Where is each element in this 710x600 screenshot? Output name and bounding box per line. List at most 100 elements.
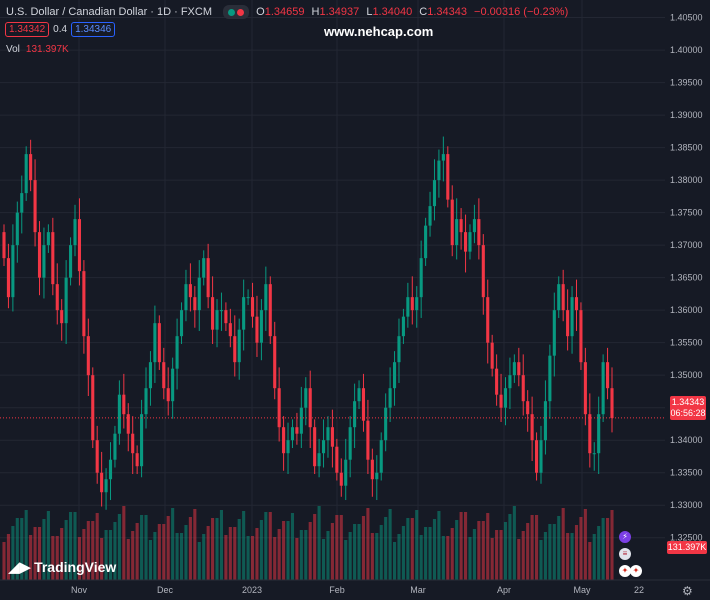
candle-body — [361, 388, 366, 421]
candle-body — [406, 297, 410, 317]
candle-body — [455, 219, 459, 246]
candle-body — [610, 388, 614, 419]
volume-bar — [166, 516, 170, 580]
candle-body — [574, 297, 579, 311]
candle-body — [273, 336, 277, 389]
volume-bar — [441, 536, 445, 580]
candle-body — [233, 336, 237, 363]
volume-bar — [202, 534, 206, 580]
volume-bar — [100, 538, 104, 580]
y-tick-label: 1.32500 — [670, 533, 703, 543]
candle-body — [166, 388, 170, 402]
volume-bar — [162, 524, 166, 580]
volume-bar — [370, 533, 374, 580]
bid-button[interactable]: 1.34342 — [5, 22, 50, 37]
lightning-icon[interactable]: ⚡ — [619, 531, 631, 543]
volume-bar — [344, 540, 348, 580]
volume-tag: 131.397K — [667, 541, 707, 554]
candle-body — [339, 472, 343, 486]
y-tick-label: 1.39500 — [670, 78, 703, 88]
volume-bar — [583, 509, 587, 580]
candle-body — [162, 362, 166, 389]
volume-bar — [37, 527, 42, 580]
y-tick-label: 1.35000 — [670, 370, 703, 380]
volume-bar — [144, 515, 148, 580]
x-tick-label: May — [573, 585, 591, 595]
tradingview-logo[interactable]: ◢▶ TradingView — [8, 558, 116, 576]
volume-bar — [197, 542, 201, 580]
volume-bar — [233, 527, 237, 580]
volume-bar — [379, 525, 383, 580]
volume-bar — [273, 537, 277, 580]
volume-bar — [206, 526, 210, 580]
settings-gear-icon[interactable]: ⚙ — [682, 584, 693, 598]
ohlc-high-value: 1.34937 — [319, 5, 360, 18]
y-tick-label: 1.37500 — [670, 208, 703, 218]
candle-body — [535, 440, 539, 473]
volume-bar — [171, 508, 175, 580]
volume-bar — [77, 537, 81, 580]
candle-body — [392, 362, 397, 389]
volume-bar — [574, 525, 579, 580]
volume-bar — [557, 516, 561, 580]
volume-bar — [419, 535, 423, 580]
ca-flag-icon[interactable]: ✦ — [619, 565, 631, 577]
candle-body — [543, 401, 547, 441]
candle-body — [104, 479, 108, 493]
candle-body — [428, 206, 432, 226]
spread-value: 0.4 — [53, 24, 68, 35]
volume-bar — [521, 531, 525, 580]
candle-body — [353, 401, 357, 428]
candle-body — [588, 414, 592, 454]
symbol-title[interactable]: U.S. Dollar / Canadian Dollar · 1D · FXC… — [6, 5, 213, 18]
volume-bar — [286, 521, 290, 580]
volume-bar — [55, 536, 59, 580]
volume-bar — [73, 512, 77, 580]
candle-body — [286, 440, 290, 454]
volume-bar — [95, 513, 99, 580]
candle-body — [259, 310, 263, 343]
market-status-icon[interactable] — [223, 5, 250, 19]
candle-body — [597, 414, 601, 454]
candle-body — [432, 180, 437, 207]
volume-bar — [601, 518, 605, 580]
ca-flag-icon[interactable]: ✦ — [630, 565, 642, 577]
candle-body — [490, 342, 494, 369]
candle-body — [91, 375, 95, 441]
volume-bar — [512, 506, 516, 580]
volume-bar — [69, 512, 73, 580]
candle-body — [304, 388, 308, 408]
volume-bar — [122, 506, 126, 580]
candle-body — [157, 323, 161, 363]
volume-bar — [406, 518, 410, 580]
price-axis: 1.40500 1.40000 1.39500 1.39000 1.38500 1.380… — [670, 13, 703, 543]
chart-header: U.S. Dollar / Canadian Dollar · 1D · FXC… — [6, 5, 568, 19]
candle-body — [277, 388, 281, 428]
candle-body — [2, 232, 6, 259]
volume-bar — [468, 537, 472, 580]
x-tick-label: Mar — [410, 585, 426, 595]
volume-bar — [308, 522, 312, 580]
candle-body — [335, 446, 339, 473]
volume-bar — [86, 521, 90, 580]
candle-body — [517, 362, 521, 376]
volume-bar — [357, 524, 361, 580]
candle-body — [135, 453, 139, 467]
candle-body — [379, 440, 383, 473]
volume-bar — [499, 530, 503, 580]
candle-body — [512, 362, 516, 376]
ask-button[interactable]: 1.34346 — [71, 22, 116, 37]
us-flag-icon[interactable]: ≡ — [619, 548, 631, 560]
y-tick-label: 1.34000 — [670, 435, 703, 445]
volume-label[interactable]: Vol — [6, 44, 20, 55]
volume-bar — [46, 511, 50, 580]
volume-bar — [64, 520, 68, 580]
candle-body — [375, 472, 379, 480]
candle-body — [179, 310, 184, 337]
volume-bar — [82, 529, 86, 580]
candle-body — [55, 284, 59, 311]
candle-body — [348, 427, 352, 460]
candle-body — [606, 362, 610, 389]
volume-bar — [561, 508, 565, 580]
